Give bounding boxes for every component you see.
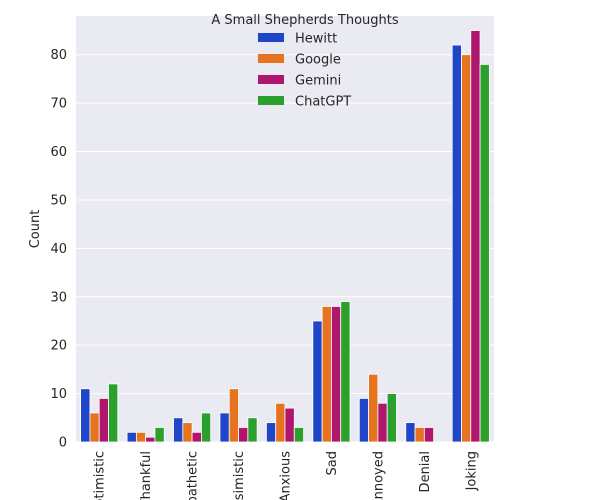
bar-gemini-denial xyxy=(423,427,435,443)
bar-google-anxious xyxy=(275,402,286,443)
y-axis-label: Count xyxy=(28,210,43,249)
bar-gemini-anxious xyxy=(284,407,295,443)
plot-background xyxy=(76,16,494,442)
x-tick-label: Pessimistic xyxy=(232,451,247,500)
bar-gemini-annoyed xyxy=(377,402,388,443)
legend-swatch-chatgpt xyxy=(258,96,284,105)
bar-gemini-empathetic xyxy=(191,431,202,443)
legend-label-hewitt: Hewitt xyxy=(295,32,337,47)
bar-google-pessimistic xyxy=(228,388,239,443)
x-tick-label: Anxious xyxy=(279,451,294,500)
x-tick-label: Annoyed xyxy=(371,451,386,500)
y-tick-label: 10 xyxy=(50,387,67,402)
gridlines xyxy=(76,54,494,443)
y-tick-label: 20 xyxy=(50,339,67,354)
bar-google-annoyed xyxy=(368,373,379,443)
y-tick-label: 60 xyxy=(50,145,67,160)
bar-google-sad xyxy=(321,306,332,443)
bar-gemini-optimistic xyxy=(98,398,109,443)
legend-swatch-hewitt xyxy=(258,33,284,42)
bar-chatgpt-annoyed xyxy=(386,393,397,443)
y-tick-label: 0 xyxy=(59,436,67,451)
bar-hewitt-optimistic xyxy=(80,388,91,443)
bar-chatgpt-thankful xyxy=(154,427,165,443)
bar-gemini-joking xyxy=(470,30,481,443)
bar-hewitt-anxious xyxy=(266,422,277,443)
bar-hewitt-annoyed xyxy=(358,398,369,443)
y-tick-label: 80 xyxy=(50,48,67,63)
x-tick-label: Thankful xyxy=(139,451,154,500)
bar-hewitt-pessimistic xyxy=(219,412,230,443)
x-tick-label: Sad xyxy=(325,451,340,475)
bar-chatgpt-optimistic xyxy=(108,383,119,443)
bar-chatgpt-empathetic xyxy=(200,412,212,443)
legend-title: A Small Shepherds Thoughts xyxy=(211,13,398,28)
bar-google-empathetic xyxy=(182,422,193,443)
x-axis-ticks: Optimistic Thankful Empathetic Pessimistic A… xyxy=(93,451,480,500)
bar-gemini-sad xyxy=(331,306,342,443)
x-tick-label: Joking xyxy=(464,451,479,491)
y-axis-ticks: 0 10 20 30 40 50 60 70 80 xyxy=(50,48,67,450)
y-tick-label: 40 xyxy=(50,242,67,257)
bars xyxy=(80,30,490,443)
bar-gemini-thankful xyxy=(145,436,156,443)
legend-swatch-gemini xyxy=(258,75,284,84)
bar-google-thankful xyxy=(135,431,147,443)
y-tick-label: 30 xyxy=(50,290,67,305)
x-tick-label: Empathetic xyxy=(186,451,201,500)
legend-label-gemini: Gemini xyxy=(295,74,341,89)
bar-chatgpt-joking xyxy=(479,64,490,443)
legend-label-google: Google xyxy=(295,53,341,68)
bar-hewitt-empathetic xyxy=(173,417,184,443)
legend-label-chatgpt: ChatGPT xyxy=(295,95,351,110)
bar-gemini-pessimistic xyxy=(238,427,249,443)
bar-google-optimistic xyxy=(89,412,100,443)
bar-hewitt-sad xyxy=(312,320,323,443)
legend: A Small Shepherds Thoughts Hewitt Google G… xyxy=(211,13,398,110)
bar-hewitt-joking xyxy=(451,44,462,443)
bar-hewitt-denial xyxy=(405,422,416,443)
y-tick-label: 50 xyxy=(50,193,67,208)
x-tick-label: Denial xyxy=(418,451,433,492)
legend-swatch-google xyxy=(258,54,284,63)
bar-chatgpt-pessimistic xyxy=(247,417,258,443)
bar-google-denial xyxy=(414,427,425,443)
bar-chatgpt-anxious xyxy=(293,427,304,443)
bar-google-joking xyxy=(461,54,472,443)
bar-chatgpt-sad xyxy=(340,301,351,443)
bar-hewitt-thankful xyxy=(126,431,137,443)
y-tick-label: 70 xyxy=(50,97,67,112)
x-tick-label: Optimistic xyxy=(93,451,108,500)
